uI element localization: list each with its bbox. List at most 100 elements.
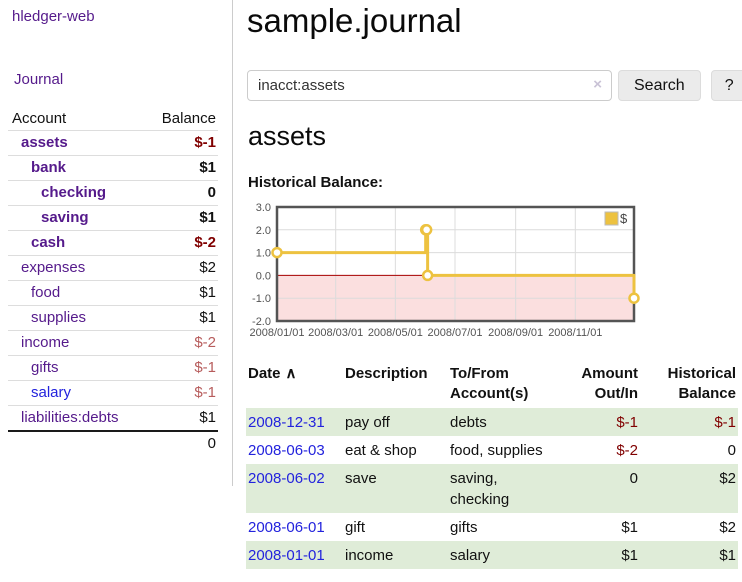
svg-text:$: $ — [620, 211, 628, 226]
transaction-description: save — [345, 470, 377, 487]
search-input[interactable] — [247, 70, 612, 101]
register-header-description: Description — [345, 365, 428, 382]
account-balance: $-1 — [194, 384, 216, 401]
transaction-balance: $2 — [719, 470, 736, 487]
account-row: salary $-1 — [8, 381, 218, 406]
transaction-balance: $-1 — [714, 414, 736, 431]
transaction-description: pay off — [345, 414, 390, 431]
main-content: sample.journal × Search ? assets Histori… — [245, 0, 742, 582]
transaction-accounts: saving, checking — [450, 470, 510, 508]
account-balance: $1 — [199, 284, 216, 301]
transaction-date-link[interactable]: 2008-06-02 — [248, 470, 325, 487]
transaction-accounts: debts — [450, 414, 487, 431]
register-row: 2008-01-01 income salary $1 $1 — [246, 541, 738, 569]
transaction-balance: $1 — [719, 547, 736, 564]
transaction-date-link[interactable]: 2008-01-01 — [248, 547, 325, 564]
register-header-accounts: To/From Account(s) — [450, 365, 529, 402]
transaction-balance: $2 — [719, 519, 736, 536]
account-balance: $1 — [199, 309, 216, 326]
register-row: 2008-06-03 eat & shop food, supplies $-2… — [246, 436, 738, 464]
account-row: gifts $-1 — [8, 356, 218, 381]
svg-text:2008/07/01: 2008/07/01 — [427, 327, 482, 339]
sidebar: hledger-web Journal Account Balance asse… — [0, 0, 233, 486]
register-table: Date ∧ Description To/From Account(s) Amo… — [246, 361, 738, 569]
chart-title: Historical Balance: — [248, 174, 384, 191]
svg-text:0.0: 0.0 — [256, 270, 271, 282]
svg-text:2008/11/01: 2008/11/01 — [548, 327, 602, 339]
account-row: expenses $2 — [8, 256, 218, 281]
accounts-header-account: Account — [12, 110, 67, 127]
accounts-total-row: 0 — [8, 431, 218, 456]
account-balance: 0 — [207, 184, 216, 201]
register-row: 2008-06-02 save saving, checking 0 $2 — [246, 464, 738, 513]
account-row: supplies $1 — [8, 306, 218, 331]
transaction-amount: $-1 — [616, 414, 638, 431]
register-header-balance: Historical Balance — [667, 365, 736, 402]
transaction-amount: 0 — [629, 470, 638, 487]
app-title-link[interactable]: hledger-web — [12, 8, 95, 25]
help-button[interactable]: ? — [710, 70, 742, 101]
transaction-accounts: food, supplies — [450, 442, 543, 459]
account-balance: $1 — [199, 209, 216, 226]
transaction-description: income — [345, 547, 394, 564]
transaction-amount: $1 — [621, 547, 638, 564]
account-row: cash $-2 — [8, 231, 218, 256]
svg-text:-2.0: -2.0 — [252, 316, 271, 328]
clear-search-icon[interactable]: × — [593, 76, 602, 93]
account-link-salary[interactable]: salary — [31, 384, 72, 401]
account-link-supplies[interactable]: supplies — [31, 309, 87, 326]
account-link-checking[interactable]: checking — [41, 184, 107, 201]
account-link-cash[interactable]: cash — [31, 234, 66, 251]
svg-text:2008/05/01: 2008/05/01 — [368, 327, 423, 339]
sort-ascending-icon: ∧ — [285, 365, 297, 382]
account-balance: $-1 — [194, 359, 216, 376]
account-row: liabilities:debts $1 — [8, 406, 218, 432]
transaction-amount: $1 — [621, 519, 638, 536]
register-row: 2008-12-31 pay off debts $-1 $-1 — [246, 408, 738, 436]
account-balance: $1 — [199, 409, 216, 426]
account-row: income $-2 — [8, 331, 218, 356]
svg-text:2008/09/01: 2008/09/01 — [488, 327, 543, 339]
account-row: checking 0 — [8, 181, 218, 206]
account-heading: assets — [248, 121, 327, 151]
svg-text:2.0: 2.0 — [256, 225, 271, 237]
account-row: food $1 — [8, 281, 218, 306]
account-row: saving $1 — [8, 206, 218, 231]
account-link-expenses[interactable]: expenses — [21, 259, 86, 276]
register-header-row: Date ∧ Description To/From Account(s) Amo… — [246, 361, 738, 408]
svg-text:2008/03/01: 2008/03/01 — [308, 327, 363, 339]
account-row: bank $1 — [8, 156, 218, 181]
account-link-gifts[interactable]: gifts — [31, 359, 59, 376]
transaction-date-link[interactable]: 2008-06-03 — [248, 442, 325, 459]
accounts-header-balance: Balance — [161, 110, 216, 127]
transaction-balance: 0 — [727, 442, 736, 459]
search-form: × Search ? — [247, 70, 742, 101]
svg-text:3.0: 3.0 — [256, 202, 271, 214]
account-link-income[interactable]: income — [21, 334, 70, 351]
account-balance: $-1 — [194, 134, 216, 151]
account-balance: $-2 — [194, 234, 216, 251]
search-button[interactable]: Search — [618, 70, 701, 101]
register-header-date[interactable]: Date ∧ — [248, 365, 297, 382]
register-header-amount: Amount Out/In — [581, 365, 638, 402]
account-link-liabilities-debts[interactable]: liabilities:debts — [21, 409, 119, 426]
account-link-assets[interactable]: assets — [21, 134, 68, 151]
transaction-description: eat & shop — [345, 442, 417, 459]
page-title: sample.journal — [247, 2, 462, 39]
register-row: 2008-06-01 gift gifts $1 $2 — [246, 513, 738, 541]
transaction-date-link[interactable]: 2008-06-01 — [248, 519, 325, 536]
transaction-date-link[interactable]: 2008-12-31 — [248, 414, 325, 431]
account-link-food[interactable]: food — [31, 284, 61, 301]
account-link-bank[interactable]: bank — [31, 159, 67, 176]
account-link-saving[interactable]: saving — [41, 209, 89, 226]
journal-link[interactable]: Journal — [14, 71, 64, 88]
account-balance: $2 — [199, 259, 216, 276]
accounts-total-value: 0 — [207, 435, 216, 452]
accounts-header-row: Account Balance — [8, 107, 218, 131]
svg-text:-1.0: -1.0 — [252, 293, 271, 305]
svg-text:1.0: 1.0 — [256, 248, 271, 260]
account-balance: $1 — [199, 159, 216, 176]
account-row: assets $-1 — [8, 131, 218, 156]
transaction-description: gift — [345, 519, 366, 536]
